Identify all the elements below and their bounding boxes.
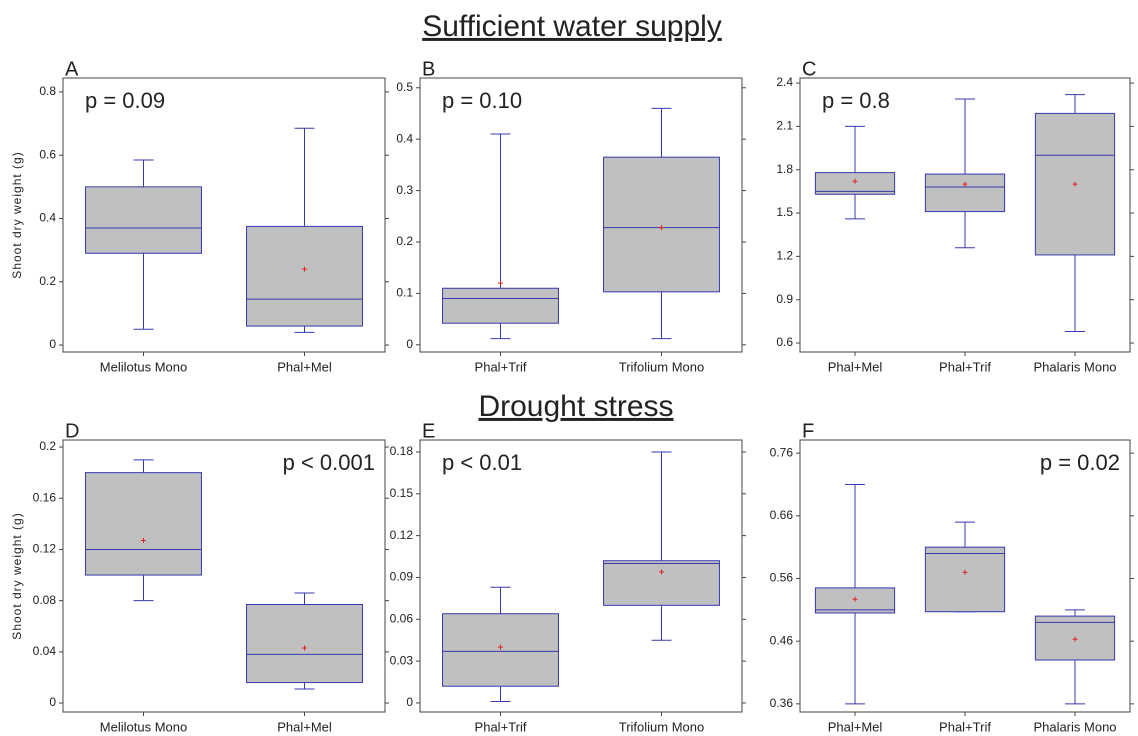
box <box>246 603 363 684</box>
y-tick-label: 0.6 <box>39 147 56 161</box>
y-tick-label: 0.16 <box>33 490 57 504</box>
plot-frame <box>419 439 743 713</box>
mean-marker <box>659 569 664 575</box>
y-tick-label: 0.5 <box>396 80 413 94</box>
section-title: Sufficient water supply <box>422 10 722 43</box>
y-tick-label: 0.9 <box>776 292 793 306</box>
y-tick-label: 1.2 <box>776 249 793 263</box>
box <box>603 156 720 293</box>
y-tick-label: 0.4 <box>39 211 56 225</box>
y-tick-label: 0.4 <box>396 131 413 145</box>
p-value: p < 0.01 <box>442 450 522 475</box>
y-axis-label: Shoot dry weight (g) <box>10 512 24 639</box>
x-tick-label: Phal+Trif <box>475 719 527 734</box>
mean-marker <box>1072 181 1078 187</box>
y-tick-label: 0.6 <box>776 335 793 349</box>
y-tick-label: 0.08 <box>33 593 57 607</box>
p-value: p = 0.02 <box>1040 450 1120 475</box>
y-tick-label: 0 <box>406 337 413 351</box>
mean-marker <box>1072 636 1078 642</box>
plot-frame <box>419 77 743 353</box>
plot-frame <box>62 77 386 353</box>
x-tick-label: Phal+Trif <box>939 719 991 734</box>
y-tick-label: 0.76 <box>770 445 794 459</box>
y-tick-label: 0 <box>49 337 56 351</box>
p-value: p = 0.10 <box>442 88 522 113</box>
box <box>442 287 559 324</box>
box <box>85 472 202 576</box>
section-title: Drought stress <box>478 390 673 423</box>
box <box>442 613 559 687</box>
y-tick-label: 2.1 <box>776 119 793 133</box>
y-tick-label: 0.15 <box>390 486 414 500</box>
y-tick-label: 0.06 <box>390 611 414 625</box>
p-value: p < 0.001 <box>283 450 375 475</box>
y-tick-label: 0.8 <box>39 84 56 98</box>
mean-marker <box>659 225 664 231</box>
mean-marker <box>852 596 858 602</box>
y-tick-label: 0.09 <box>390 570 414 584</box>
box <box>603 560 720 606</box>
mean-marker <box>498 280 503 286</box>
y-tick-label: 0.2 <box>39 439 56 453</box>
mean-marker <box>852 178 858 184</box>
x-tick-label: Melilotus Mono <box>100 359 187 374</box>
panel-label: E <box>422 420 435 442</box>
x-tick-label: Phalaris Mono <box>1033 719 1116 734</box>
y-tick-label: 0.66 <box>770 508 794 522</box>
p-value: p = 0.09 <box>85 88 165 113</box>
y-tick-label: 0.03 <box>390 653 414 667</box>
mean-marker <box>302 266 307 272</box>
y-tick-label: 2.4 <box>776 75 793 89</box>
p-value: p = 0.8 <box>822 88 890 113</box>
y-axis-label: Shoot dry weight (g) <box>10 151 24 278</box>
box <box>85 186 202 254</box>
y-tick-label: 0 <box>406 695 413 709</box>
mean-marker <box>141 537 146 543</box>
y-tick-label: 0.2 <box>396 234 413 248</box>
panel-label: A <box>65 58 79 80</box>
y-tick-label: 0.1 <box>396 286 413 300</box>
box <box>924 546 1006 613</box>
panel-label: C <box>802 58 816 80</box>
x-tick-label: Phal+Trif <box>939 359 991 374</box>
y-tick-label: 0.2 <box>39 274 56 288</box>
x-tick-label: Trifolium Mono <box>619 719 704 734</box>
y-tick-label: 1.5 <box>776 205 793 219</box>
x-tick-label: Phal+Mel <box>277 359 332 374</box>
y-tick-label: 0.12 <box>390 528 414 542</box>
x-tick-label: Trifolium Mono <box>619 359 704 374</box>
x-tick-label: Phal+Trif <box>475 359 527 374</box>
box <box>924 173 1006 213</box>
panel-label: D <box>65 420 79 442</box>
y-tick-label: 0.04 <box>33 644 57 658</box>
y-tick-label: 0.36 <box>770 696 794 710</box>
box <box>246 225 363 327</box>
y-tick-label: 0.18 <box>390 444 414 458</box>
mean-marker <box>498 644 503 650</box>
panel-label: B <box>422 58 435 80</box>
y-tick-label: 1.8 <box>776 162 793 176</box>
mean-marker <box>962 569 968 575</box>
x-tick-label: Phalaris Mono <box>1033 359 1116 374</box>
y-tick-label: 0.56 <box>770 571 794 585</box>
plot-frame <box>62 439 386 713</box>
mean-marker <box>302 645 307 651</box>
mean-marker <box>962 181 968 187</box>
y-tick-label: 0.46 <box>770 633 794 647</box>
x-tick-label: Phal+Mel <box>828 359 883 374</box>
x-tick-label: Melilotus Mono <box>100 719 187 734</box>
y-tick-label: 0.12 <box>33 542 57 556</box>
x-tick-label: Phal+Mel <box>828 719 883 734</box>
x-tick-label: Phal+Mel <box>277 719 332 734</box>
y-tick-label: 0.3 <box>396 183 413 197</box>
panel-label: F <box>802 420 814 442</box>
y-tick-label: 0 <box>49 695 56 709</box>
